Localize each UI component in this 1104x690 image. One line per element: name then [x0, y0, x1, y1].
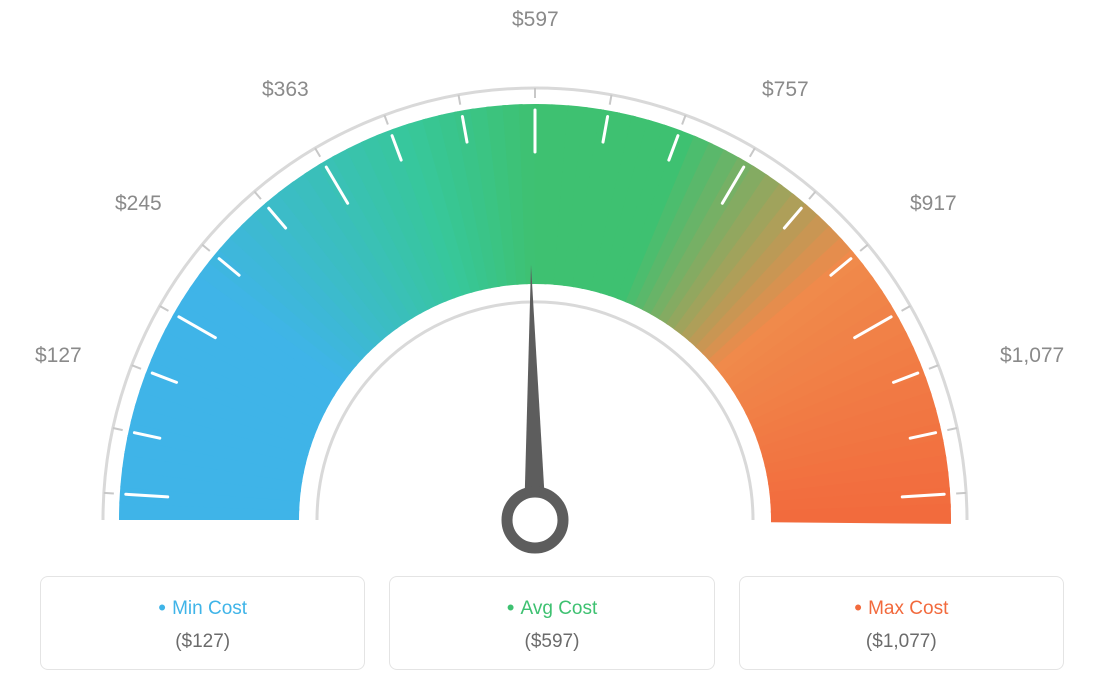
legend-max-label: Max Cost [750, 595, 1053, 621]
gauge-tick-label: $597 [512, 8, 559, 32]
legend-avg-value: ($597) [400, 631, 703, 653]
gauge-tick-label: $757 [762, 78, 809, 102]
legend-card-max: Max Cost ($1,077) [739, 576, 1064, 670]
legend-card-min: Min Cost ($127) [40, 576, 365, 670]
gauge-area: $127 $245 $363 $597 $757 $917 $1,077 [0, 0, 1104, 560]
gauge-tick-label: $245 [115, 192, 162, 216]
gauge-tick-label: $127 [35, 344, 82, 368]
gauge-tick-label: $1,077 [1000, 344, 1064, 368]
cost-gauge-chart: $127 $245 $363 $597 $757 $917 $1,077 Min Cost … [0, 0, 1104, 690]
legend-min-label: Min Cost [51, 595, 354, 621]
gauge-tick-label: $363 [262, 78, 309, 102]
legend-min-value: ($127) [51, 631, 354, 653]
legend-card-avg: Avg Cost ($597) [389, 576, 714, 670]
legend-avg-label: Avg Cost [400, 595, 703, 621]
legend-max-value: ($1,077) [750, 631, 1053, 653]
gauge-svg [0, 0, 1104, 560]
gauge-tick-label: $917 [910, 192, 957, 216]
legend-row: Min Cost ($127) Avg Cost ($597) Max Cost… [40, 576, 1064, 670]
